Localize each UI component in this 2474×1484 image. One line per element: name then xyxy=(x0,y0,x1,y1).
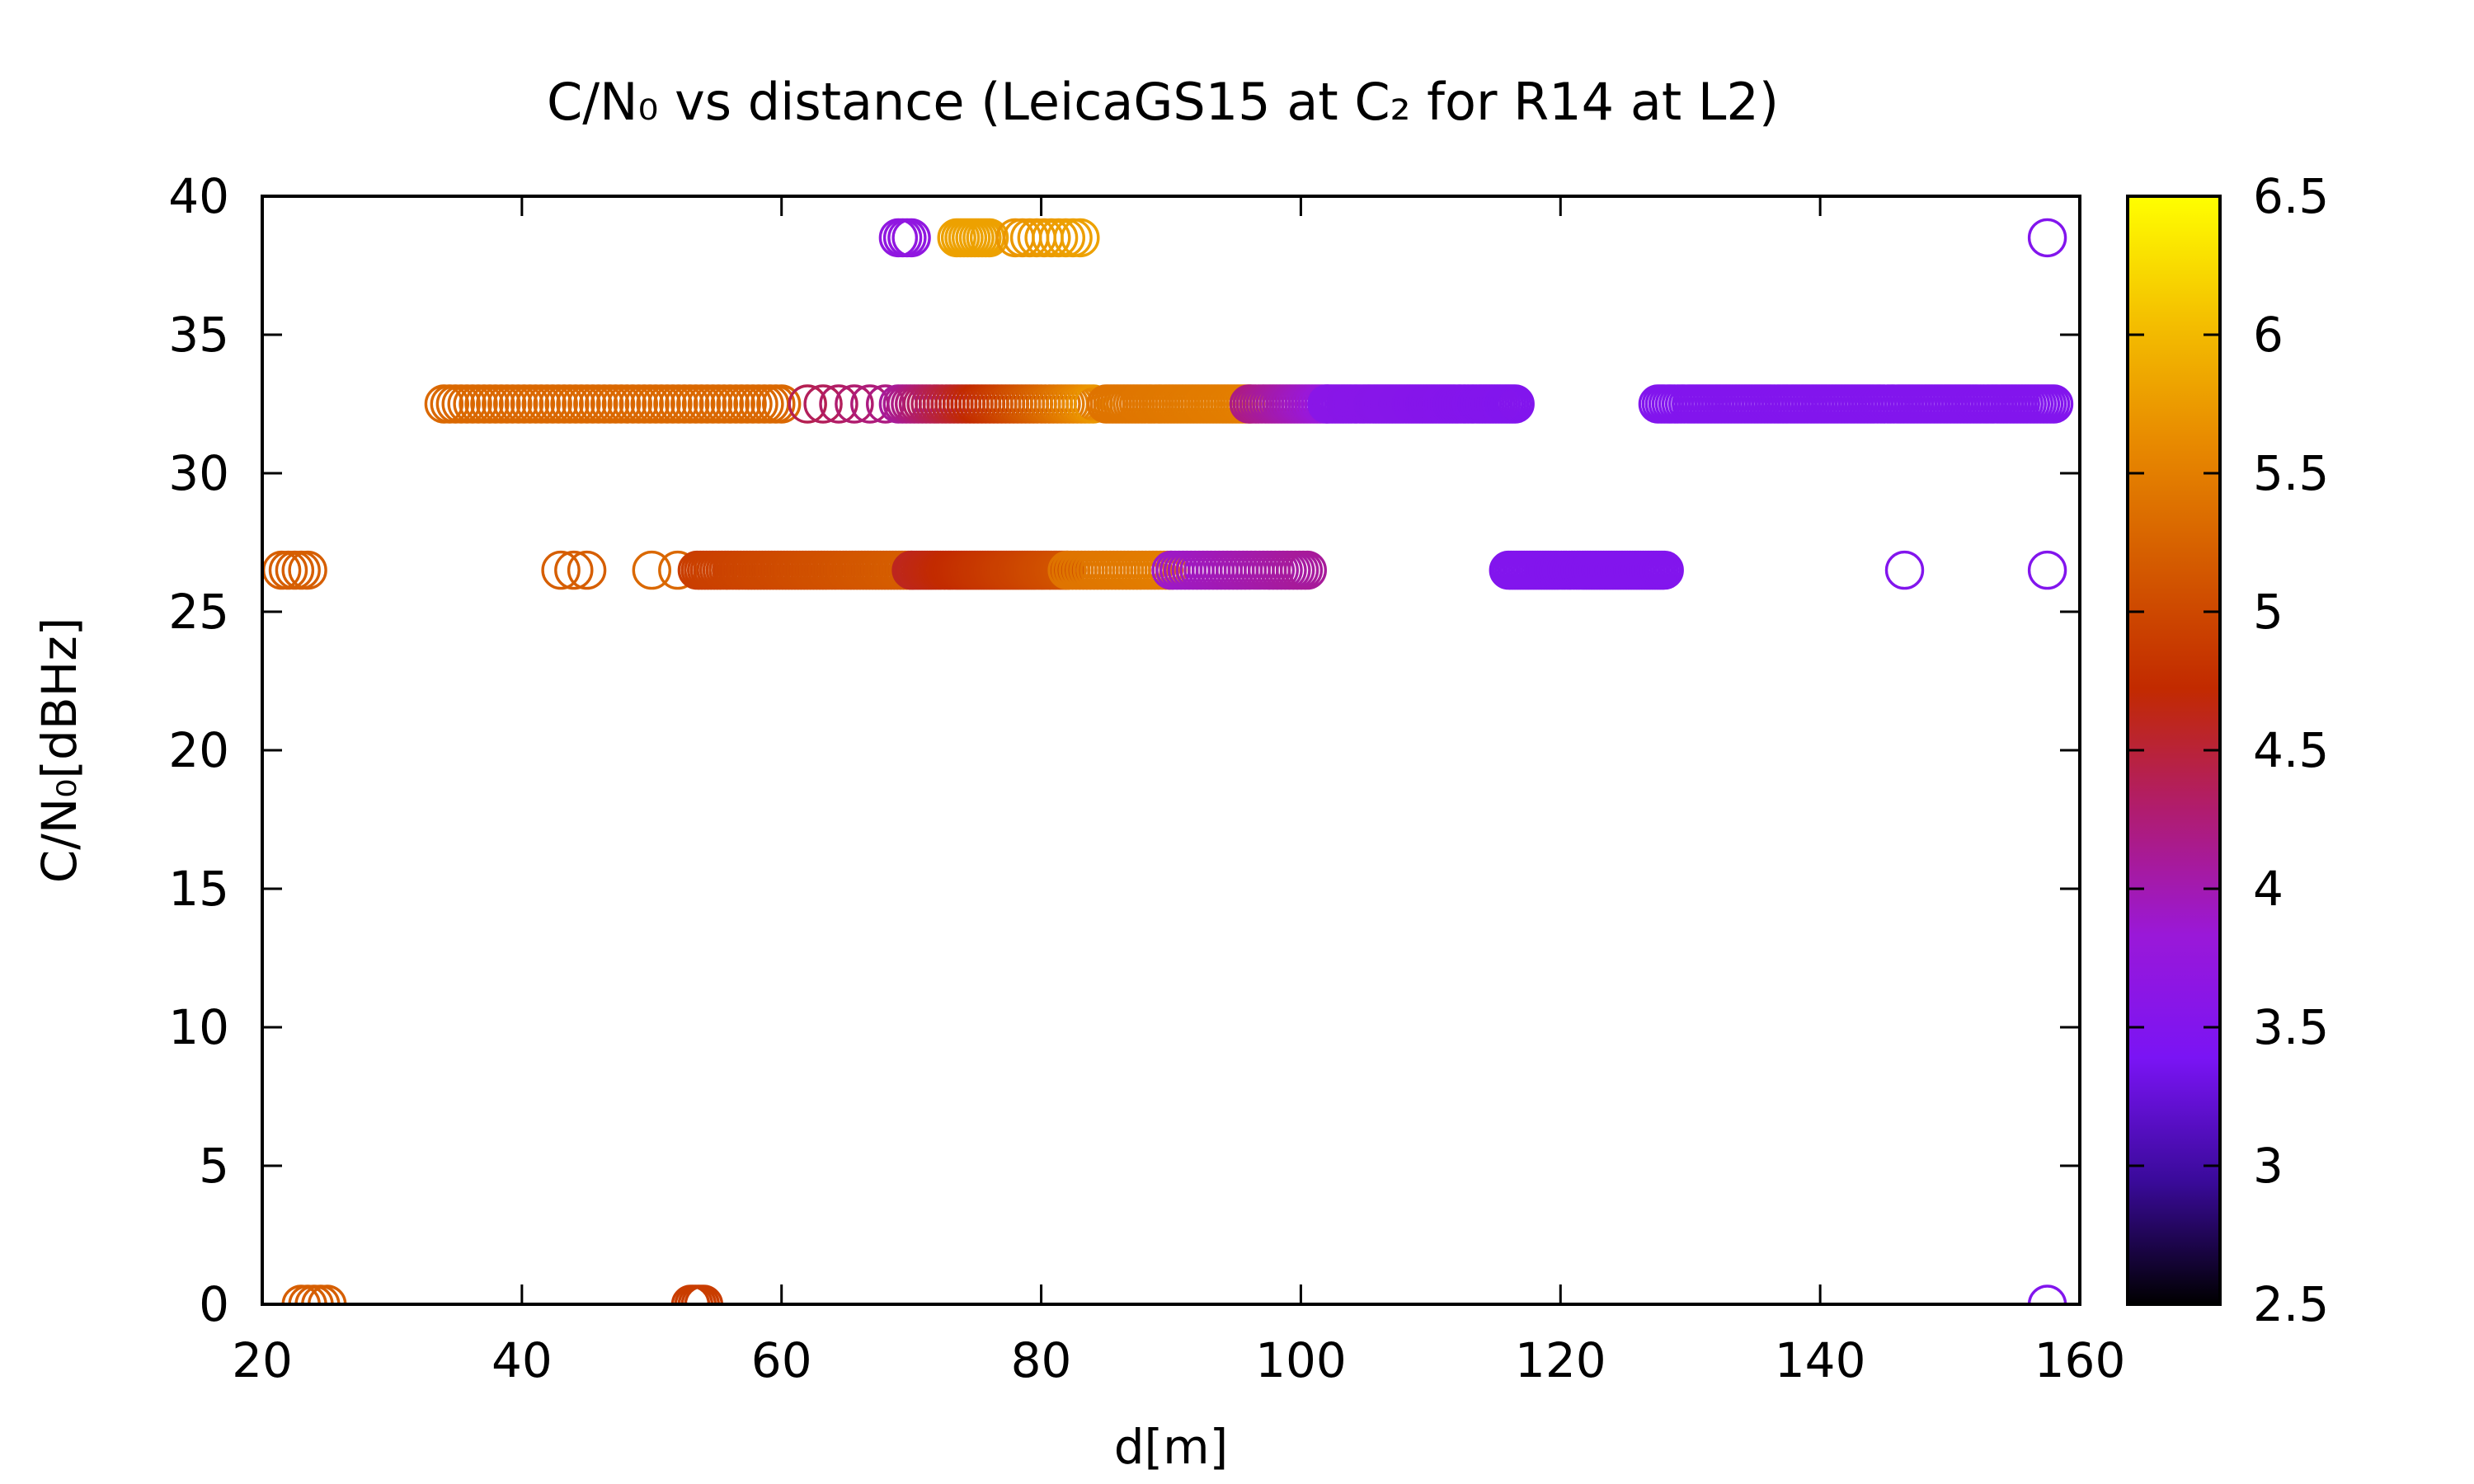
colorbar-axis: 2.5 3 3.5 4 4.5 5 5.5 6 6.5 xyxy=(2128,168,2329,1332)
x-tick-label: 140 xyxy=(1775,1332,1866,1388)
plot-frame xyxy=(261,195,2081,1306)
colorbar-tick-label: 4.5 xyxy=(2253,722,2329,778)
colorbar-tick-label: 2.5 xyxy=(2253,1276,2329,1332)
colorbar-tick-label: 4 xyxy=(2253,861,2284,917)
marker-layer xyxy=(262,218,2074,1304)
x-tick-label: 40 xyxy=(492,1332,553,1388)
colorbar-tick-label: 3 xyxy=(2253,1138,2284,1194)
data-point xyxy=(969,218,1009,258)
y-tick-label: 40 xyxy=(168,168,229,224)
data-point xyxy=(632,550,671,590)
y-tick-label: 5 xyxy=(199,1138,229,1194)
data-point xyxy=(2034,384,2074,424)
data-point xyxy=(308,1284,347,1304)
y-tick-label: 0 xyxy=(199,1276,229,1332)
colorbar-tick-label: 3.5 xyxy=(2253,999,2329,1055)
data-point xyxy=(1644,550,1684,590)
y-axis: 0 5 10 15 20 25 30 35 40 xyxy=(168,168,2080,1332)
colorbar-tick-label: 6.5 xyxy=(2253,168,2329,224)
data-point xyxy=(1287,550,1328,590)
data-point xyxy=(1495,384,1535,424)
data-point xyxy=(2027,550,2067,590)
y-tick-label: 30 xyxy=(168,445,229,501)
data-point xyxy=(288,550,327,590)
y-tick-label: 25 xyxy=(168,584,229,640)
data-point xyxy=(891,218,931,258)
y-axis-label: C/N₀[dBHz] xyxy=(31,618,87,884)
data-point xyxy=(819,384,858,424)
data-point xyxy=(554,550,594,590)
data-point xyxy=(567,550,607,590)
data-point xyxy=(2027,1284,2067,1304)
data-point xyxy=(684,1284,723,1304)
x-tick-label: 160 xyxy=(2034,1332,2126,1388)
x-axis-label: d[m] xyxy=(1114,1419,1229,1475)
data-point xyxy=(762,384,802,424)
x-tick-label: 80 xyxy=(1011,1332,1072,1388)
colorbar-tick-label: 6 xyxy=(2253,307,2284,363)
x-tick-label: 20 xyxy=(232,1332,293,1388)
data-point xyxy=(541,550,581,590)
data-point xyxy=(835,384,874,424)
colorbar-tick-label: 5.5 xyxy=(2253,445,2329,501)
colorbar-tick-label: 5 xyxy=(2253,584,2284,640)
data-point xyxy=(803,384,843,424)
x-tick-label: 100 xyxy=(1255,1332,1347,1388)
data-point xyxy=(788,384,827,424)
x-axis: 20 40 60 80 100 120 140 160 xyxy=(232,196,2125,1388)
y-tick-label: 20 xyxy=(168,722,229,778)
chart-title: C/N₀ vs distance (LeicaGS15 at C₂ for R1… xyxy=(547,72,1779,132)
data-point xyxy=(2027,218,2067,258)
y-tick-label: 35 xyxy=(168,307,229,363)
y-tick-label: 10 xyxy=(168,999,229,1055)
data-point xyxy=(1061,218,1100,258)
y-tick-label: 15 xyxy=(168,861,229,917)
x-tick-label: 60 xyxy=(751,1332,812,1388)
data-point xyxy=(1884,550,1925,590)
x-tick-label: 120 xyxy=(1515,1332,1606,1388)
